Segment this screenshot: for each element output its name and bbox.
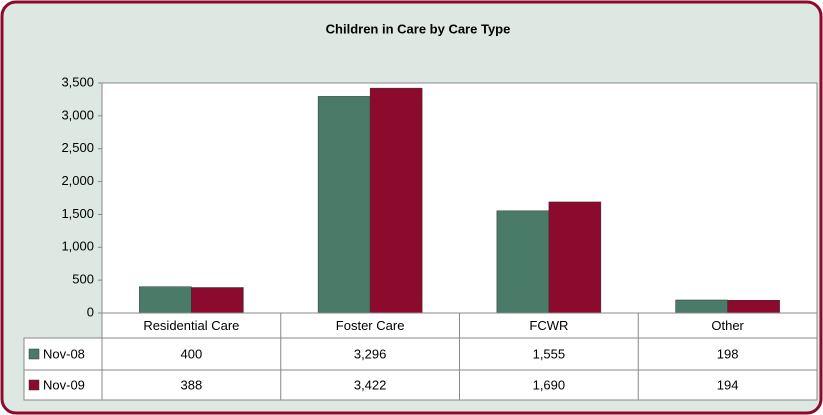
y-tick-label: 500	[72, 272, 94, 287]
legend-label: Nov-09	[43, 377, 85, 392]
table-value: 388	[181, 377, 203, 392]
plot-area	[101, 82, 818, 314]
table-value: 3,296	[354, 346, 387, 361]
bar	[548, 201, 602, 314]
bar	[139, 286, 192, 314]
y-tick-label: 3,000	[61, 107, 94, 122]
legend-label: Nov-08	[43, 346, 85, 361]
table-value: 194	[717, 377, 739, 392]
bar	[369, 87, 423, 314]
bar	[727, 300, 780, 314]
y-tick-label: 2,500	[61, 140, 94, 155]
y-tick-label: 3,500	[61, 74, 94, 89]
table-value: 1,555	[533, 346, 566, 361]
table-value: 198	[717, 346, 739, 361]
chart-title: Children in Care by Care Type	[326, 21, 511, 36]
y-tick-label: 0	[87, 304, 94, 319]
x-tick-label: Residential Care	[143, 318, 239, 333]
y-tick-label: 1,000	[61, 239, 94, 254]
bar	[317, 96, 371, 314]
y-tick-label: 1,500	[61, 206, 94, 221]
y-tick-label: 2,000	[61, 173, 94, 188]
x-tick-label: FCWR	[529, 318, 568, 333]
x-tick-label: Other	[711, 318, 744, 333]
bar	[496, 210, 550, 314]
bar	[675, 299, 728, 314]
table-value: 400	[181, 346, 203, 361]
table-value: 3,422	[354, 377, 387, 392]
legend-swatch	[28, 379, 40, 391]
table-value: 1,690	[533, 377, 566, 392]
x-tick-label: Foster Care	[336, 318, 405, 333]
bar	[191, 287, 244, 314]
legend-swatch	[28, 348, 40, 360]
